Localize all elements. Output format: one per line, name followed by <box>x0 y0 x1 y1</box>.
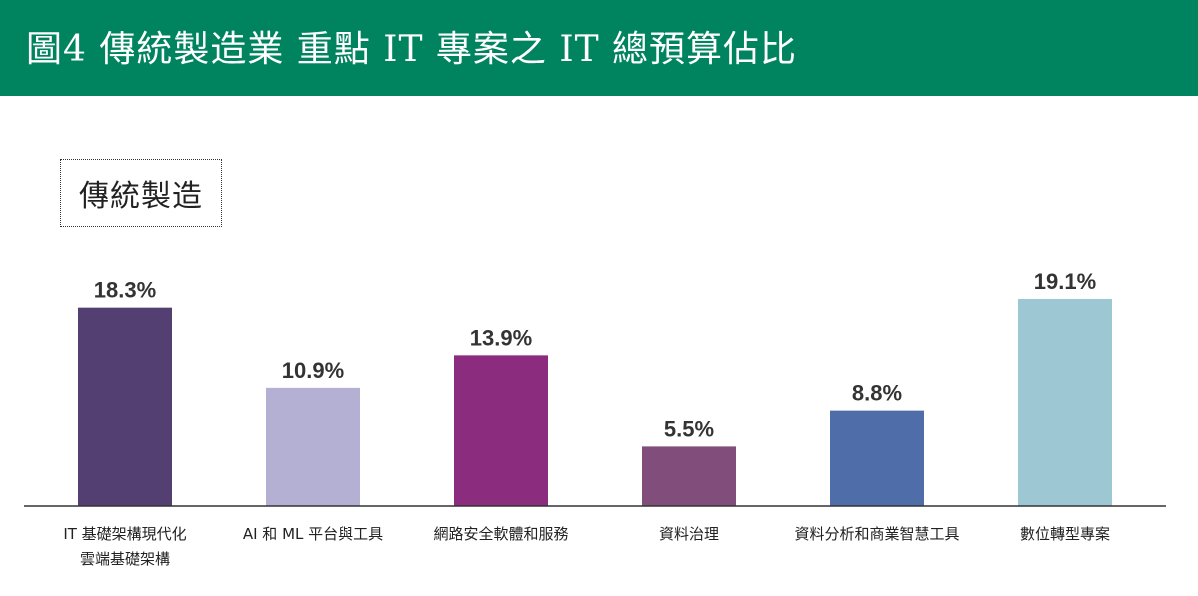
category-label-3: 網路安全軟體和服務 <box>433 525 568 543</box>
data-label-3: 13.9% <box>470 325 532 350</box>
bar-2 <box>266 387 360 506</box>
header-bar: 圖4 傳統製造業 重點 IT 專案之 IT 總預算佔比 <box>0 0 1198 96</box>
category-label-5: 資料分析和商業智慧工具 <box>794 525 959 543</box>
data-label-6: 19.1% <box>1034 269 1096 294</box>
bar-1 <box>78 307 172 506</box>
category-label-box: 傳統製造 <box>60 159 222 227</box>
page-title: 圖4 傳統製造業 重點 IT 專案之 IT 總預算佔比 <box>26 29 798 70</box>
bar-3 <box>454 355 548 506</box>
bar-5 <box>830 410 924 506</box>
bar-4 <box>642 446 736 506</box>
bar-6 <box>1018 299 1112 506</box>
category-label-1: IT 基礎架構現代化雲端基礎架構 <box>63 525 186 568</box>
category-label-6: 數位轉型專案 <box>1020 525 1110 543</box>
data-label-1: 18.3% <box>94 278 156 303</box>
category-label-2: AI 和 ML 平台與工具 <box>243 525 383 543</box>
data-label-5: 8.8% <box>852 381 902 406</box>
category-label-4: 資料治理 <box>659 525 719 543</box>
data-label-4: 5.5% <box>664 416 714 441</box>
data-label-2: 10.9% <box>282 358 344 383</box>
